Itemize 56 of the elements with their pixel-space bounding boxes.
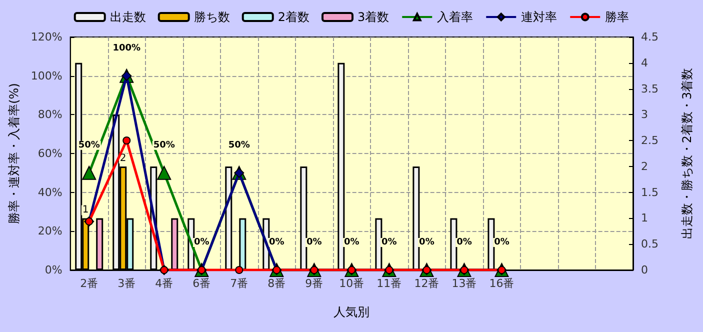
x-tick-label: 16番 [489, 277, 514, 290]
y2-tick-label: 4.5 [641, 30, 658, 44]
y2-axis-title: 出走数・勝ち数・2着数・3着数 [680, 68, 694, 240]
legend-label: 勝ち数 [194, 10, 230, 24]
data-label: 0% [269, 238, 284, 248]
y2-tick-label: 0 [641, 264, 648, 276]
point [235, 266, 244, 274]
legend-label: 連対率 [521, 10, 558, 24]
x-tick-label: 12番 [414, 277, 440, 290]
y2-tick-label: 2.5 [641, 134, 658, 148]
y2-tick-label: 1.5 [641, 186, 658, 199]
x-tick-label: 3番 [118, 277, 136, 290]
y-tick-label: 20% [38, 224, 62, 238]
data-label: 50% [153, 140, 175, 150]
data-label: 0% [306, 238, 322, 248]
y-tick-label: 60% [38, 147, 62, 160]
y-tick-label: 100% [30, 69, 62, 82]
y2-tick-label: 1 [641, 212, 648, 225]
x-tick-label: 4番 [155, 277, 174, 290]
x-tick-label: 9番 [305, 277, 324, 290]
data-label: 50% [228, 140, 250, 150]
y-tick-label: 80% [38, 108, 62, 122]
legend-label: 勝率 [605, 10, 630, 24]
x-axis-title: 人気別 [334, 305, 370, 319]
x-tick-label: 8番 [268, 277, 286, 290]
data-label: 0% [194, 238, 210, 248]
y-tick-label: 0% [44, 264, 62, 276]
data-label: 50% [78, 140, 100, 150]
y2-tick-label: 3 [641, 108, 648, 122]
x-tick-label: 13番 [452, 277, 477, 290]
x-tick-label: 7番 [230, 277, 248, 290]
y2-tick-label: 2 [641, 160, 648, 173]
y2-tick-label: 3.5 [641, 82, 658, 96]
data-label: 0% [456, 238, 472, 248]
data-label: 0% [344, 238, 360, 248]
point [122, 136, 131, 144]
data-label: 0% [494, 238, 510, 248]
x-tick-label: 11番 [376, 277, 402, 290]
data-label: 100% [112, 43, 141, 54]
y-tick-label: 40% [38, 186, 62, 199]
data-label: 1 [82, 204, 89, 216]
point [82, 166, 96, 180]
y-axis-title: 勝率・連対率・入着率(%) [7, 83, 21, 224]
data-label: 0% [382, 238, 397, 248]
legend-label: 出走数 [110, 10, 146, 24]
y2-tick-label: 4 [641, 56, 648, 70]
x-tick-label: 2番 [80, 277, 98, 290]
legend-label: 3着数 [358, 10, 390, 24]
y2-tick-label: 0.5 [641, 238, 658, 251]
data-label: 0% [419, 238, 434, 248]
x-tick-label: 6番 [192, 277, 211, 290]
x-tick-label: 10番 [339, 277, 364, 290]
point [157, 166, 172, 180]
legend-label: 入着率 [437, 10, 474, 24]
legend-label: 2着数 [278, 10, 310, 24]
y-tick-label: 120% [30, 30, 62, 44]
